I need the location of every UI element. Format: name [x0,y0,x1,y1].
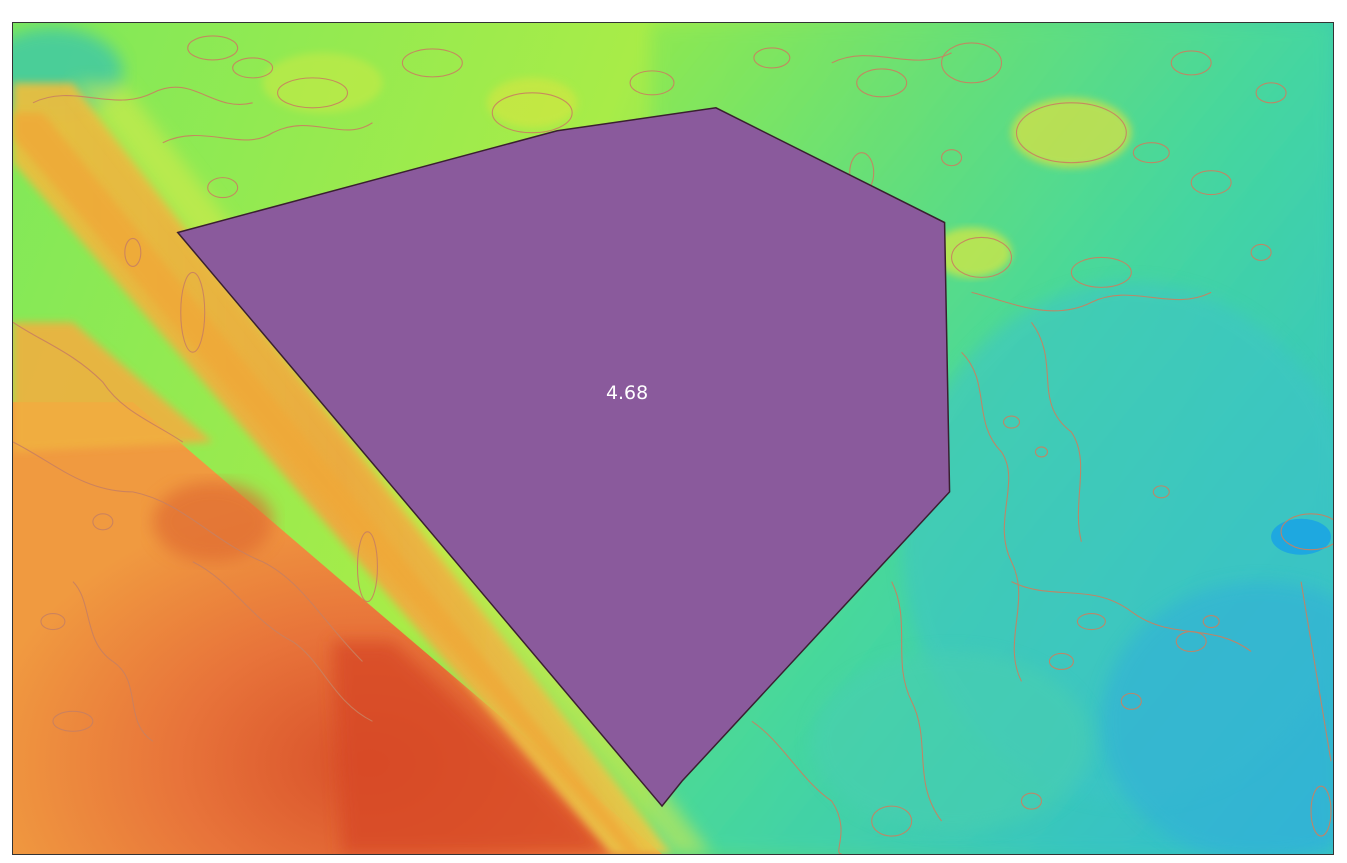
measured-polygon[interactable]: 4.68 [176,107,951,808]
area-polygon[interactable] [176,107,951,808]
map-canvas[interactable]: 4.68 [13,23,1333,854]
area-value-label: 4.68 [606,382,648,404]
map-frame: 4.68 [12,22,1334,855]
contour-lines [13,35,1333,854]
